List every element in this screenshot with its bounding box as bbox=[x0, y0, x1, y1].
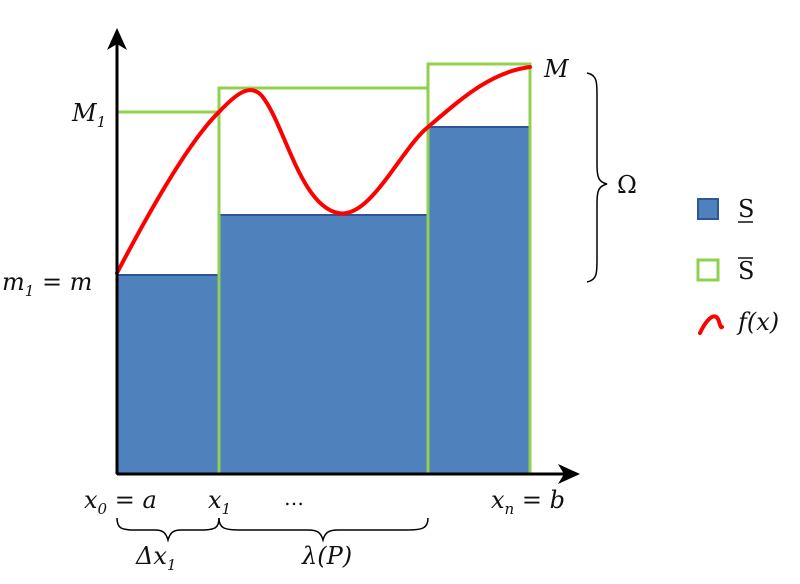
x-axis-arrow-icon bbox=[558, 464, 580, 484]
label-x0-equals-a: x0 = a bbox=[84, 486, 157, 518]
lower-rect-1 bbox=[116, 274, 220, 475]
label-m1-equals-m: m1 = m bbox=[2, 268, 92, 300]
label-lambda-P: λ(P) bbox=[301, 542, 352, 570]
lower-rect-2 bbox=[218, 214, 429, 475]
label-xn-equals-b: xn = b bbox=[491, 486, 565, 518]
lambda-brace bbox=[218, 517, 429, 543]
y-axis-arrow-icon bbox=[107, 28, 127, 50]
label-x1: x1 bbox=[208, 486, 231, 518]
legend-curve-swatch-icon bbox=[698, 314, 724, 335]
function-curve bbox=[115, 65, 532, 275]
legend: S S f(x) bbox=[696, 195, 779, 336]
omega-brace bbox=[586, 72, 608, 283]
legend-lower-swatch bbox=[697, 198, 719, 220]
lower-rect-3 bbox=[427, 126, 531, 475]
legend-lower-label: S bbox=[738, 195, 754, 223]
legend-curve-label: f(x) bbox=[736, 308, 779, 336]
legend-upper-label: S bbox=[738, 257, 754, 285]
delta-x1-brace bbox=[116, 517, 220, 543]
label-dots: … bbox=[284, 486, 304, 510]
label-delta-x1: Δx1 bbox=[135, 542, 176, 574]
label-M1: M1 bbox=[71, 99, 106, 131]
label-omega: Ω bbox=[617, 171, 637, 199]
legend-upper-swatch bbox=[696, 258, 720, 282]
label-M: M bbox=[543, 55, 570, 83]
